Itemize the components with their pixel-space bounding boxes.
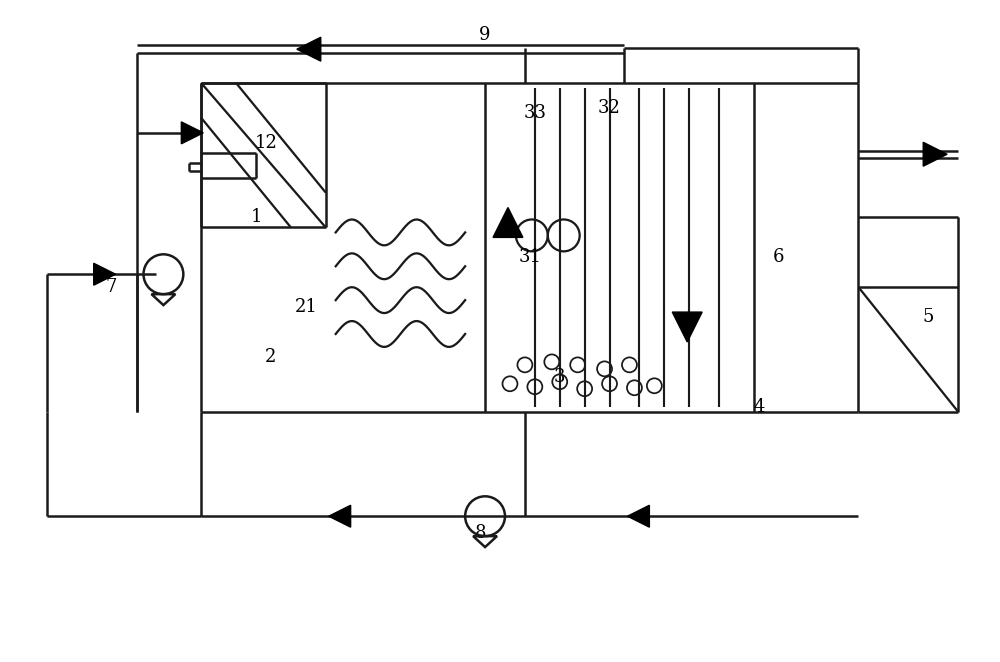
Text: 12: 12: [255, 134, 277, 152]
Polygon shape: [329, 505, 351, 527]
Polygon shape: [493, 207, 523, 238]
Polygon shape: [94, 263, 116, 285]
Polygon shape: [672, 312, 702, 342]
Polygon shape: [923, 142, 947, 166]
Text: 6: 6: [773, 248, 785, 266]
Polygon shape: [297, 37, 321, 61]
Text: 7: 7: [106, 278, 117, 296]
Text: 1: 1: [250, 209, 262, 226]
Text: 4: 4: [753, 398, 765, 416]
Text: 33: 33: [523, 104, 546, 122]
Polygon shape: [181, 122, 203, 144]
Text: 9: 9: [479, 26, 491, 44]
Text: 21: 21: [294, 298, 317, 316]
Text: 3: 3: [554, 368, 565, 386]
Text: 31: 31: [518, 248, 541, 266]
Text: 32: 32: [598, 99, 621, 117]
Text: 5: 5: [923, 308, 934, 326]
Text: 8: 8: [474, 524, 486, 542]
Polygon shape: [627, 505, 649, 527]
Text: 2: 2: [265, 348, 277, 366]
